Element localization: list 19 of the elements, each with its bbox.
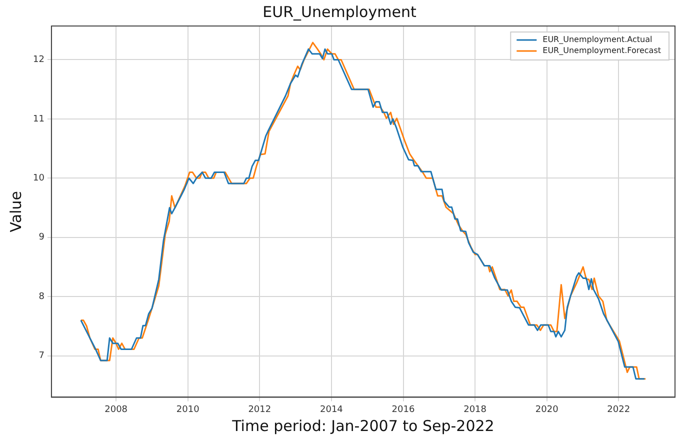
y-tick-label: 7 [38, 351, 44, 362]
x-tick-label: 2012 [248, 404, 272, 415]
x-tick-label: 2014 [320, 404, 344, 415]
chart-title: EUR_Unemployment [262, 2, 416, 21]
x-tick-label: 2020 [535, 404, 559, 415]
y-tick-label: 11 [33, 114, 44, 124]
y-tick-label: 8 [38, 292, 45, 302]
y-axis-title: Value [6, 191, 25, 232]
legend-label: EUR_Unemployment.Actual [542, 35, 652, 44]
x-axis-title: Time period: Jan-2007 to Sep-2022 [231, 416, 494, 435]
x-tick-label: 2008 [104, 404, 128, 415]
y-tick-label: 10 [33, 173, 45, 184]
x-tick-label: 2016 [392, 404, 415, 415]
y-tick-label: 9 [38, 232, 45, 243]
x-tick-label: 2022 [607, 404, 630, 415]
x-tick-label: 2018 [464, 404, 487, 415]
legend-label: EUR_Unemployment.Forecast [542, 46, 662, 56]
y-tick-label: 12 [33, 55, 44, 66]
x-tick-label: 2010 [176, 404, 200, 415]
